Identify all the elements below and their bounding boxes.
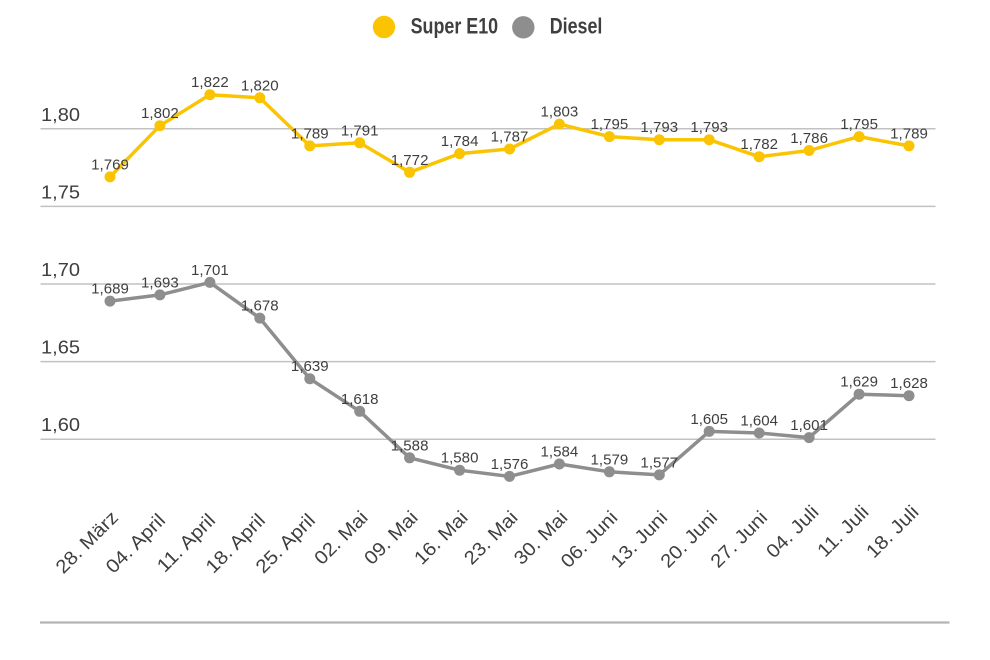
svg-text:1,791: 1,791 [341, 122, 379, 139]
svg-text:1,639: 1,639 [291, 358, 329, 375]
svg-text:1,80: 1,80 [41, 105, 80, 125]
svg-text:Diesel: Diesel [550, 13, 603, 38]
svg-text:1,787: 1,787 [491, 129, 529, 146]
svg-text:1,786: 1,786 [790, 130, 828, 147]
svg-text:1,784: 1,784 [441, 133, 479, 150]
svg-text:1,628: 1,628 [890, 375, 928, 392]
svg-text:1,793: 1,793 [690, 119, 728, 136]
svg-text:1,689: 1,689 [91, 281, 129, 298]
svg-text:1,795: 1,795 [591, 116, 629, 133]
svg-text:1,604: 1,604 [740, 413, 778, 430]
svg-text:1,693: 1,693 [141, 274, 179, 291]
svg-text:1,678: 1,678 [241, 298, 279, 315]
svg-text:1,618: 1,618 [341, 391, 379, 408]
svg-text:1,789: 1,789 [890, 125, 928, 142]
svg-text:1,75: 1,75 [41, 182, 80, 202]
svg-text:1,802: 1,802 [141, 105, 179, 122]
svg-text:1,803: 1,803 [541, 104, 579, 121]
svg-text:1,772: 1,772 [391, 152, 429, 169]
svg-text:1,601: 1,601 [790, 417, 828, 434]
svg-text:1,580: 1,580 [441, 450, 479, 467]
svg-text:1,769: 1,769 [91, 156, 129, 173]
svg-text:1,629: 1,629 [840, 374, 878, 391]
svg-text:1,605: 1,605 [690, 411, 728, 428]
svg-text:1,70: 1,70 [41, 260, 80, 280]
svg-text:1,576: 1,576 [491, 456, 529, 473]
svg-text:1,579: 1,579 [591, 451, 629, 468]
svg-text:Super E10: Super E10 [411, 13, 499, 38]
svg-text:1,795: 1,795 [840, 116, 878, 133]
svg-text:1,65: 1,65 [41, 338, 80, 358]
svg-text:1,584: 1,584 [541, 444, 579, 461]
svg-text:1,588: 1,588 [391, 437, 429, 454]
svg-text:1,789: 1,789 [291, 125, 329, 142]
svg-text:1,820: 1,820 [241, 77, 279, 94]
svg-text:1,793: 1,793 [640, 119, 678, 136]
svg-text:1,60: 1,60 [41, 415, 80, 435]
svg-text:1,577: 1,577 [640, 454, 678, 471]
svg-text:1,782: 1,782 [740, 136, 778, 153]
svg-text:1,701: 1,701 [191, 262, 229, 279]
svg-text:1,822: 1,822 [191, 74, 229, 91]
